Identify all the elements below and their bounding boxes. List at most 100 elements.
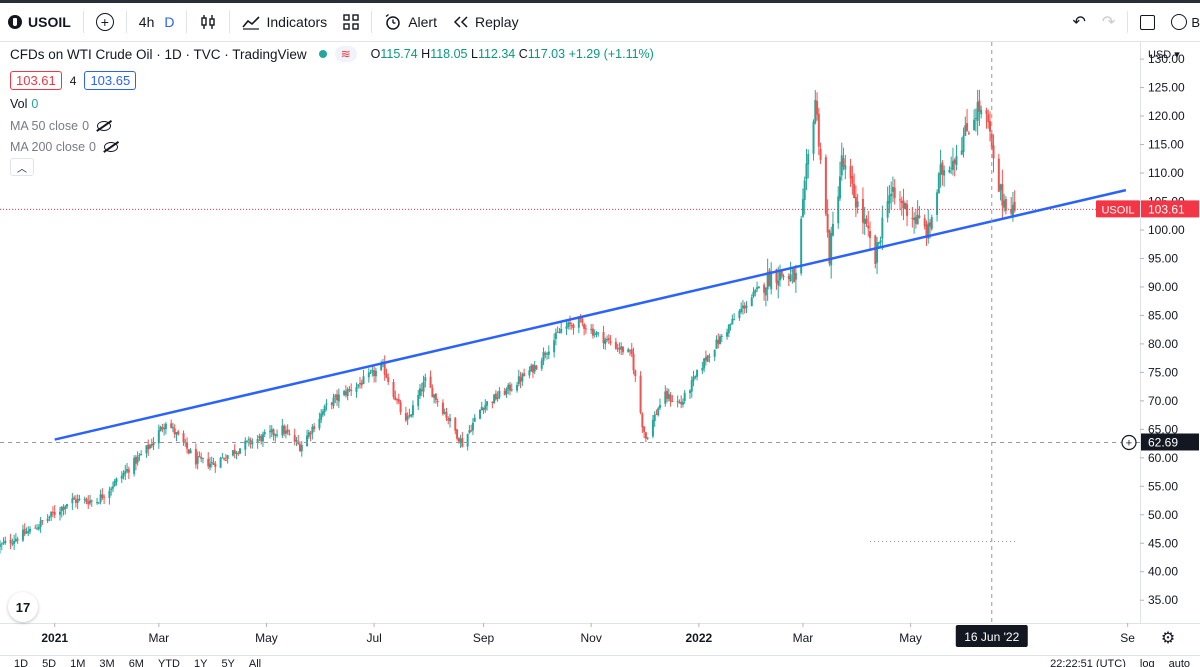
candle-body: [572, 324, 575, 329]
candle-body: [651, 419, 654, 437]
candle-body: [614, 341, 617, 349]
candle-body: [53, 511, 56, 515]
candle-body: [62, 507, 65, 510]
range-1d[interactable]: 1D: [14, 658, 29, 667]
candle-body: [837, 196, 840, 224]
indicators-button[interactable]: Indicators: [234, 3, 335, 41]
candle-body: [879, 240, 882, 243]
auto-toggle[interactable]: auto: [1168, 658, 1190, 667]
candle-body: [468, 430, 471, 433]
candle-body: [473, 417, 476, 422]
candle-body: [756, 287, 759, 290]
candle-body: [743, 305, 746, 309]
hidden-eye-icon[interactable]: [104, 142, 118, 152]
candle-body: [621, 346, 624, 353]
x-tick-label: May: [899, 631, 922, 645]
collapse-legend-button[interactable]: ︿: [10, 158, 34, 176]
candle-body: [261, 434, 264, 442]
candle-body: [186, 442, 189, 449]
candle-body: [992, 145, 995, 159]
ma200-legend[interactable]: MA 200 close 0: [10, 140, 118, 154]
range-1m[interactable]: 1M: [70, 658, 86, 667]
trendline-layer[interactable]: [54, 188, 1127, 441]
candle-body: [801, 199, 804, 217]
settings-gear-icon[interactable]: ⚙: [1161, 628, 1175, 647]
sell-price-box[interactable]: 103.61: [10, 71, 62, 90]
data-feed-pill[interactable]: ≋: [334, 46, 357, 62]
ma50-legend[interactable]: MA 50 close 0: [10, 119, 112, 133]
range-1y[interactable]: 1Y: [193, 658, 208, 667]
interval-4h[interactable]: 4h: [138, 14, 155, 30]
undo-button[interactable]: ↶: [1065, 3, 1094, 41]
volume-legend[interactable]: Vol 0: [10, 97, 38, 111]
candle-body: [293, 435, 296, 442]
hidden-eye-icon[interactable]: [97, 121, 112, 131]
interval-d[interactable]: D: [164, 14, 175, 30]
candle-body: [517, 376, 520, 385]
candle-body: [177, 431, 180, 435]
range-ytd[interactable]: YTD: [157, 658, 180, 667]
ma50-label: MA 50 close: [10, 119, 79, 133]
candle-body: [284, 430, 287, 434]
y-tick-label: 130.00: [1148, 52, 1185, 66]
candle-body: [466, 433, 469, 447]
save-button[interactable]: B: [1163, 3, 1200, 41]
y-tick-label: 70.00: [1148, 394, 1178, 408]
candle-body: [334, 395, 337, 398]
candle-body: [307, 432, 310, 437]
replay-button[interactable]: Replay: [445, 3, 527, 41]
candle-body: [420, 389, 423, 392]
candle-body: [791, 270, 794, 272]
candle-body: [842, 158, 845, 167]
candle-body: [643, 426, 646, 432]
interval-selector[interactable]: 4h D: [131, 3, 183, 41]
buy-price-box[interactable]: 103.65: [84, 71, 137, 90]
alert-button[interactable]: Alert: [376, 3, 445, 41]
range-5y[interactable]: 5Y: [221, 658, 235, 667]
time-axis[interactable]: 2021 Mar May Jul Sep Nov 2022 Mar May Se 16 Jun '2…: [0, 623, 1200, 655]
candle-body: [387, 377, 390, 382]
candle-body: [708, 356, 711, 358]
candle-body: [422, 381, 425, 392]
range-5d[interactable]: 5D: [42, 658, 57, 667]
candle-body: [775, 269, 778, 283]
price-axis[interactable]: USD ▾ 35.00 40.00 45.00 50.00 55.00 60.00 65.00…: [1096, 42, 1200, 655]
candle-body: [507, 384, 510, 390]
candle-body: [717, 339, 720, 344]
candle-body: [163, 427, 166, 430]
utc-clock[interactable]: 22:22:51 (UTC): [1050, 658, 1126, 667]
candle-body: [226, 455, 229, 459]
templates-button[interactable]: [335, 3, 367, 41]
candle-body: [939, 164, 942, 175]
candle-body: [1003, 200, 1006, 208]
layout-button[interactable]: [1132, 3, 1163, 41]
ohlc-open-key: O: [370, 47, 381, 61]
candle-body: [741, 305, 744, 309]
candle-body: [509, 384, 511, 391]
ohlc-open: 115.74: [380, 47, 418, 61]
candle-body: [260, 436, 263, 442]
log-toggle[interactable]: log: [1139, 658, 1155, 667]
y-tick-label: 55.00: [1148, 479, 1178, 493]
tradingview-logo-icon[interactable]: 17: [8, 592, 38, 622]
toolbar-divider: [82, 11, 84, 33]
candle-body: [890, 193, 893, 197]
candle-body: [247, 438, 250, 440]
range-6m[interactable]: 6M: [128, 658, 144, 667]
candle-body: [436, 401, 439, 403]
candle-body: [664, 391, 667, 404]
price-chart[interactable]: USD ▾ 35.00 40.00 45.00 50.00 55.00 60.00 65.00…: [0, 42, 1200, 655]
chart-type-button[interactable]: [191, 3, 225, 41]
ohlc-high-key: H: [421, 47, 431, 61]
compare-button[interactable]: +: [88, 3, 122, 41]
rewind-icon: [453, 16, 468, 28]
candle-body: [943, 170, 946, 176]
candle-body: [627, 349, 630, 353]
candle-body: [311, 426, 314, 434]
candle-body: [424, 377, 427, 382]
candle-body: [632, 353, 635, 371]
symbol-search[interactable]: USOIL: [0, 3, 79, 41]
redo-button[interactable]: ↷: [1094, 3, 1123, 41]
range-all[interactable]: All: [248, 658, 262, 667]
range-3m[interactable]: 3M: [99, 658, 115, 667]
